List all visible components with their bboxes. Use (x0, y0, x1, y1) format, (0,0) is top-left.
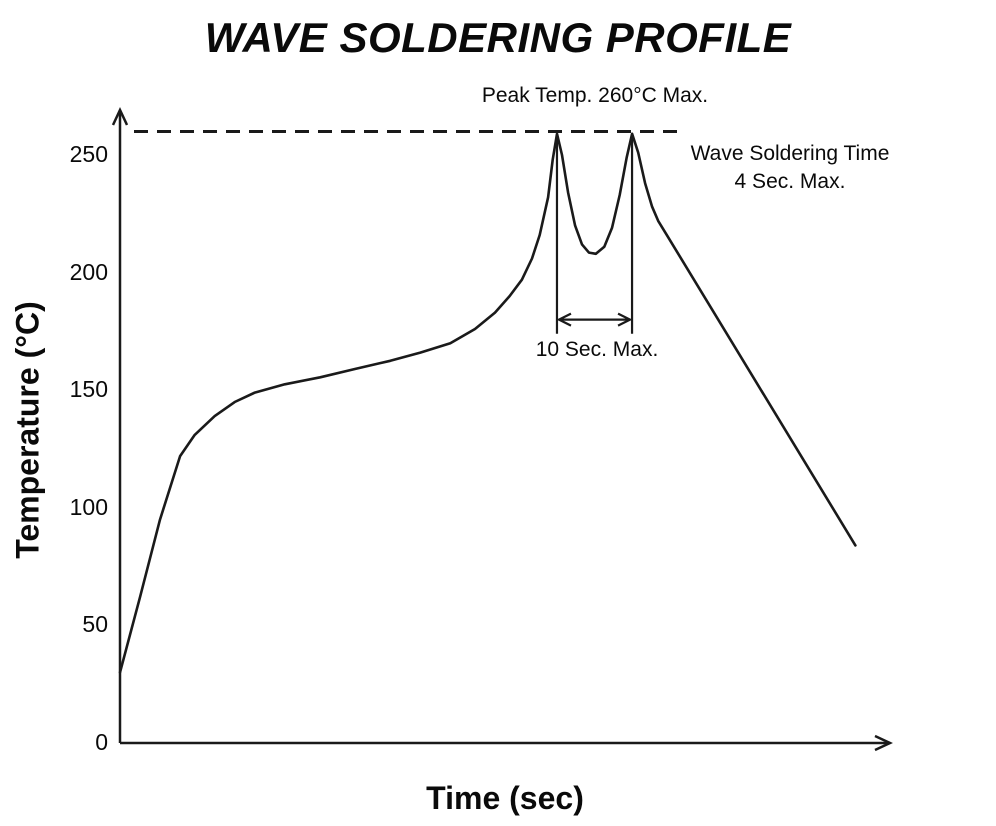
y-tick-label: 50 (82, 611, 108, 638)
x-axis-arrowhead (874, 734, 893, 752)
chart-title: WAVE SOLDERING PROFILE (204, 14, 792, 61)
y-tick-label: 100 (69, 493, 108, 520)
peak-temp-annotation: Peak Temp. 260°C Max. (481, 84, 709, 107)
wave-soldering-time-annotation: Wave Soldering Time 4 Sec. Max. (652, 140, 928, 196)
dwell-arrowhead-left (556, 312, 572, 327)
temperature-curve (118, 132, 857, 674)
y-tick-label: 150 (69, 376, 108, 403)
x-axis-label: Time (sec) (426, 780, 584, 816)
dwell-arrowhead-right (617, 312, 633, 327)
wave-soldering-time-line1: Wave Soldering Time (690, 142, 890, 165)
y-tick-label: 0 (95, 729, 108, 755)
dwell-time-annotation: 10 Sec. Max. (535, 338, 659, 361)
y-tick-label: 250 (69, 141, 108, 167)
wave-soldering-time-line2: 4 Sec. Max. (734, 170, 846, 193)
y-tick-label: 200 (69, 258, 108, 285)
y-axis-arrowhead (111, 107, 129, 126)
